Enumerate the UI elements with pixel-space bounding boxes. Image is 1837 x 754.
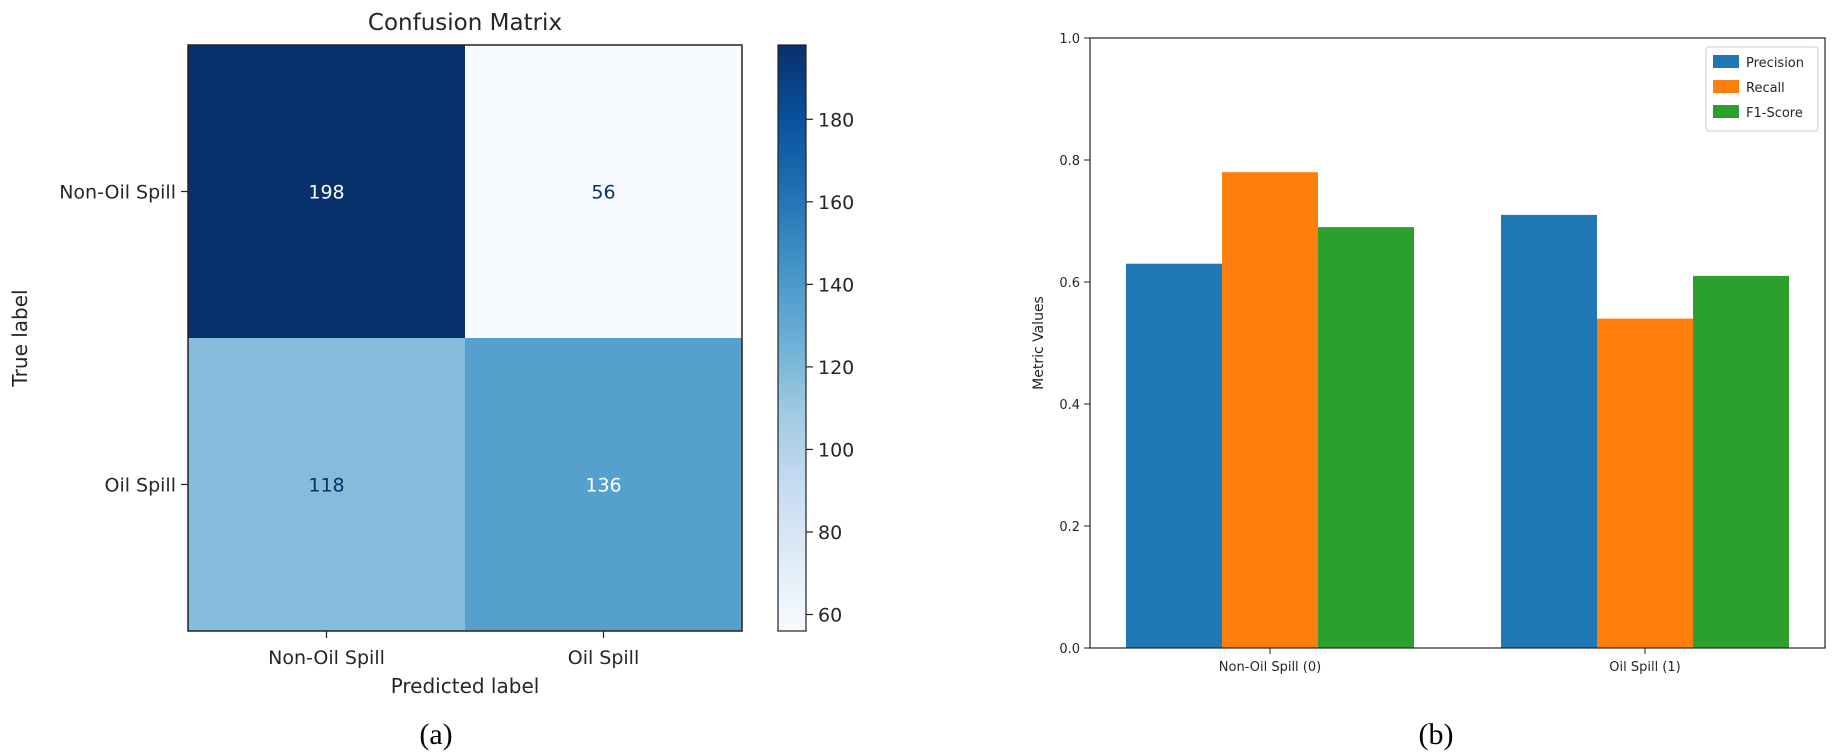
- cm-x-tick-label: Non-Oil Spill: [268, 647, 385, 669]
- colorbar-tick-label: 120: [818, 357, 854, 379]
- bar-y-tick-label: 1.0: [1059, 32, 1080, 47]
- cm-ticks: Non-Oil Spill Oil Spill Non-Oil Spill Oil S…: [59, 182, 639, 670]
- cm-cells: 198 56 118 136: [188, 45, 742, 631]
- cm-cell-value: 136: [585, 475, 621, 497]
- colorbar: 180 160 140 120 100 80 60: [777, 44, 854, 632]
- bar-y-axis: 0.0 0.2 0.4 0.6 0.8 1.0: [1059, 32, 1090, 657]
- cm-cell-value: 56: [591, 182, 615, 204]
- bar-x-tick-label: Non-Oil Spill (0): [1219, 660, 1321, 675]
- legend-swatch: [1713, 80, 1739, 93]
- cm-y-tick-label: Oil Spill: [104, 475, 176, 497]
- cm-cell: [188, 45, 465, 338]
- colorbar-tick-label: 140: [818, 274, 854, 296]
- bar: [1597, 318, 1693, 648]
- bar-y-tick-label: 0.0: [1059, 642, 1080, 657]
- legend-swatch: [1713, 105, 1739, 118]
- bar: [1318, 227, 1414, 648]
- legend-label: F1-Score: [1746, 106, 1803, 121]
- cm-frame: [187, 44, 743, 632]
- cm-cell-value: 198: [308, 182, 344, 204]
- cm-title: Confusion Matrix: [368, 10, 562, 36]
- colorbar-tick-label: 100: [818, 439, 854, 461]
- bar-x-axis: Non-Oil Spill (0) Oil Spill (1): [1219, 648, 1681, 675]
- colorbar-tick-label: 80: [818, 522, 842, 544]
- cm-cell: [465, 45, 742, 338]
- bar-x-tick-label: Oil Spill (1): [1609, 660, 1680, 675]
- colorbar-tick-label: 160: [818, 192, 854, 214]
- colorbar-tick-label: 60: [818, 604, 842, 626]
- cm-cell-value: 118: [308, 475, 344, 497]
- bar: [1126, 263, 1222, 648]
- legend-swatch: [1713, 55, 1739, 68]
- bar-plot-frame: [1089, 37, 1826, 649]
- bar: [1222, 172, 1318, 648]
- bars: [1126, 172, 1789, 648]
- bar-y-tick-label: 0.2: [1059, 520, 1080, 535]
- cm-y-tick-label: Non-Oil Spill: [59, 182, 176, 204]
- colorbar-ticks: 180 160 140 120 100 80 60: [806, 109, 854, 626]
- legend-label: Precision: [1746, 56, 1804, 71]
- panel-label-a: (a): [419, 718, 452, 751]
- bar: [1501, 214, 1597, 648]
- colorbar-tick-label: 180: [818, 109, 854, 131]
- bar-legend: Precision Recall F1-Score: [1705, 46, 1819, 132]
- bar-y-tick-label: 0.4: [1059, 398, 1080, 413]
- bar: [1693, 275, 1789, 648]
- bar-y-tick-label: 0.6: [1059, 276, 1080, 291]
- bar-ylabel: Metric Values: [1031, 296, 1047, 390]
- bar-y-tick-label: 0.8: [1059, 154, 1080, 169]
- cm-x-tick-label: Oil Spill: [568, 647, 640, 669]
- colorbar-gradient: [777, 44, 807, 632]
- cm-cell: [188, 338, 465, 631]
- cm-cell: [465, 338, 742, 631]
- panel-label-b: (b): [1419, 718, 1454, 751]
- confusion-matrix-chart: Confusion Matrix 198 56 118 136 Non-Oil Spi…: [8, 10, 854, 698]
- cm-ylabel: True label: [8, 289, 32, 387]
- metrics-bar-chart: 0.0 0.2 0.4 0.6 0.8 1.0 Non-Oil Spill (0) Oil …: [1031, 32, 1826, 675]
- legend-label: Recall: [1746, 81, 1785, 96]
- cm-xlabel: Predicted label: [391, 674, 540, 698]
